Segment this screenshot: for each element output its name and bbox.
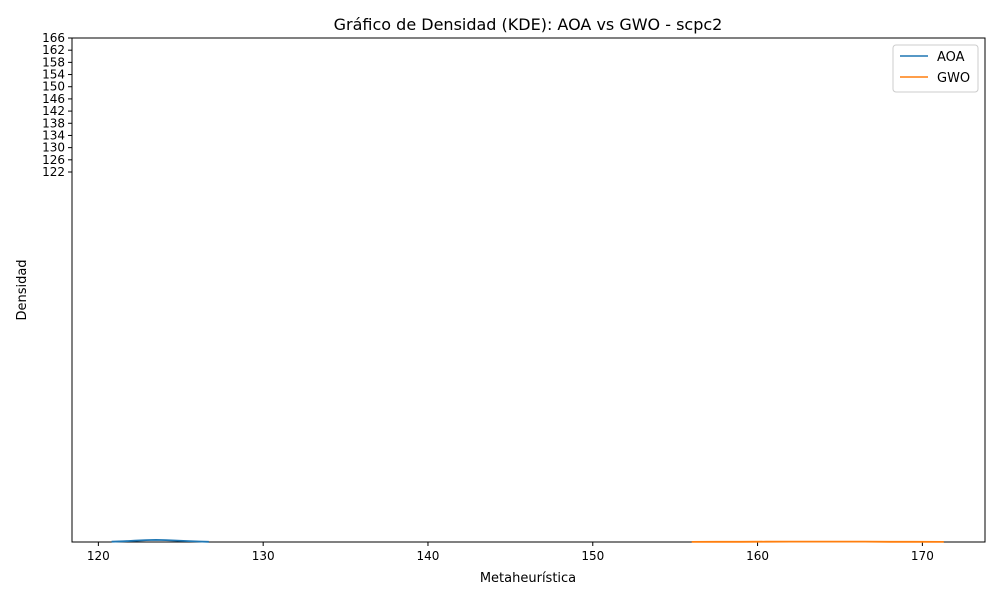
y-tick-label: 162: [42, 43, 65, 57]
y-tick-label: 130: [42, 141, 65, 155]
x-tick-label: 170: [911, 549, 934, 563]
series-line-aoa: [111, 538, 209, 543]
y-axis-label: Densidad: [15, 259, 30, 320]
x-tick-label: 140: [417, 549, 440, 563]
x-tick-label: 120: [87, 549, 110, 563]
series-lines: [111, 538, 944, 543]
y-tick-label: 138: [42, 116, 65, 130]
y-tick-label: 146: [42, 92, 65, 106]
plot-area: [71, 37, 986, 543]
y-tick-label: 126: [42, 153, 65, 167]
chart-title: Gráfico de Densidad (KDE): AOA vs GWO - …: [334, 15, 723, 34]
y-tick-label: 122: [42, 165, 65, 179]
y-tick-label: 154: [42, 68, 65, 82]
y-tick-label: 150: [42, 80, 65, 94]
x-tick-label: 150: [581, 549, 604, 563]
legend-label-gwo: GWO: [937, 71, 970, 86]
x-axis: 120 130 140 150 160 170: [87, 542, 934, 563]
legend-label-aoa: AOA: [937, 50, 965, 65]
x-tick-label: 130: [252, 549, 275, 563]
y-tick-label: 166: [42, 31, 65, 45]
legend: AOA GWO: [892, 44, 979, 93]
plot-frame: [71, 37, 986, 543]
x-tick-label: 160: [746, 549, 769, 563]
y-tick-label: 158: [42, 55, 65, 69]
y-tick-label: 142: [42, 104, 65, 118]
x-axis-label: Metaheurística: [480, 571, 576, 586]
y-tick-label: 134: [42, 128, 65, 142]
